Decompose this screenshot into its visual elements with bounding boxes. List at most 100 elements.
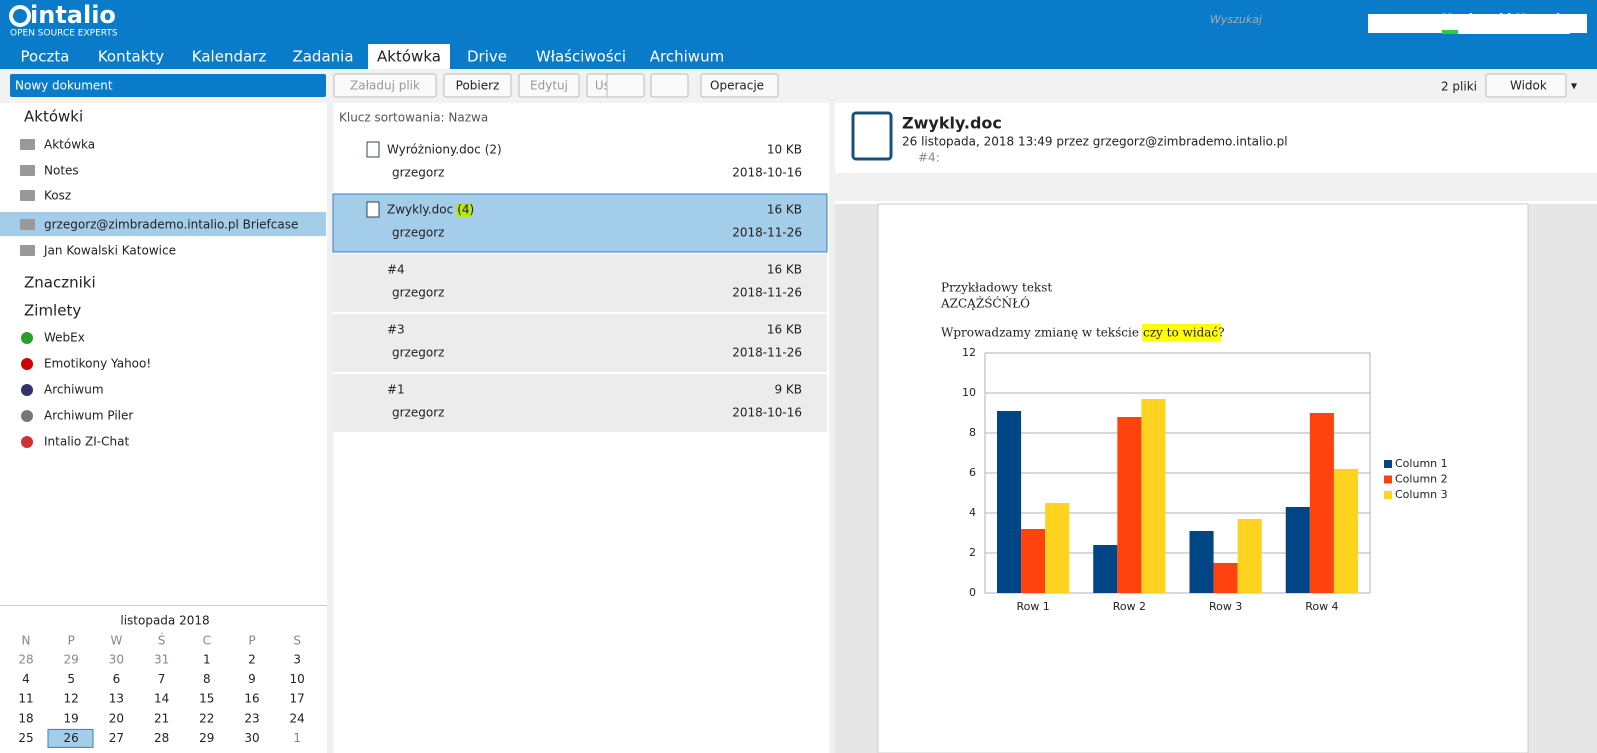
folder[interactable]: Kosz <box>44 189 71 203</box>
calendar-title: listopada 2018 <box>120 614 209 628</box>
file-name[interactable]: #1 <box>387 383 405 397</box>
new-document-label[interactable]: Nowy dokument <box>15 79 113 93</box>
toolbar-icon-button[interactable] <box>650 73 689 98</box>
nav-tab[interactable]: Drive <box>467 48 507 66</box>
calendar-day[interactable]: 30 <box>109 653 124 667</box>
calendar-day[interactable]: 27 <box>109 731 124 745</box>
toolbar-button-label[interactable]: Pobierz <box>456 79 500 93</box>
list-row[interactable] <box>333 314 827 372</box>
bar <box>1117 417 1142 593</box>
calendar-day[interactable]: 19 <box>64 711 79 725</box>
calendar-day[interactable]: 28 <box>154 731 169 745</box>
list-row[interactable] <box>333 374 827 432</box>
calendar-day[interactable]: 18 <box>18 711 33 725</box>
calendar-day[interactable]: 17 <box>290 692 305 706</box>
calendar-day[interactable]: 21 <box>154 711 169 725</box>
file-name[interactable]: Zwykly.doc <box>387 203 453 217</box>
version-count: (4) <box>457 203 474 217</box>
calendar-day[interactable]: 9 <box>248 672 256 686</box>
toolbar-button[interactable] <box>518 73 580 98</box>
folder[interactable]: grzegorz@zimbrademo.intalio.pl Briefcase <box>44 218 298 232</box>
calendar-day[interactable]: 10 <box>290 672 305 686</box>
nav-tab[interactable]: Kalendarz <box>192 48 267 66</box>
zimlet[interactable]: Intalio ZI-Chat <box>44 435 129 449</box>
calendar-day[interactable]: 7 <box>158 672 166 686</box>
nav-tab[interactable]: Zadania <box>292 48 353 66</box>
user-menu[interactable]: Heniowski Henryk <box>1442 12 1565 26</box>
zimlet[interactable]: Archiwum <box>44 383 104 397</box>
toolbar-button[interactable] <box>700 73 779 98</box>
file-name[interactable]: Wyróżniony.doc <box>387 143 481 157</box>
calendar-day[interactable]: 23 <box>244 711 259 725</box>
calendar-day[interactable]: 22 <box>199 711 214 725</box>
calendar-day[interactable]: 8 <box>203 672 211 686</box>
file-name[interactable]: #3 <box>387 323 405 337</box>
calendar-day[interactable]: 29 <box>64 653 79 667</box>
y-tick-label: 8 <box>969 426 976 439</box>
folder[interactable]: Aktówka <box>44 138 95 152</box>
nav-tab[interactable]: Poczta <box>21 48 70 66</box>
zimlet[interactable]: Emotikony Yahoo! <box>44 357 151 371</box>
toolbar-button[interactable] <box>443 73 512 98</box>
calendar-day[interactable]: 5 <box>67 672 75 686</box>
calendar-day[interactable]: 6 <box>113 672 121 686</box>
toolbar-button[interactable] <box>1485 73 1567 98</box>
calendar-day[interactable]: 24 <box>290 711 305 725</box>
version-link[interactable]: #4: <box>918 151 940 165</box>
list-row[interactable] <box>332 193 828 253</box>
calendar-day[interactable]: 12 <box>64 692 79 706</box>
list-row[interactable] <box>333 134 827 192</box>
nav-tab[interactable]: Archiwum <box>650 48 724 66</box>
calendar-day[interactable]: 1 <box>293 731 301 745</box>
calendar-day[interactable]: 29 <box>199 731 214 745</box>
calendar-day[interactable]: 30 <box>244 731 259 745</box>
splitter[interactable] <box>829 103 835 753</box>
bar <box>1021 529 1046 593</box>
bar <box>1093 545 1118 593</box>
file-name[interactable]: #4 <box>387 263 405 277</box>
calendar-day[interactable]: 25 <box>18 731 33 745</box>
search-input[interactable]: Wyszukaj <box>1210 13 1263 26</box>
section-title[interactable]: Znaczniki <box>24 274 96 292</box>
splitter[interactable] <box>327 103 333 753</box>
nav-tab[interactable]: Kontakty <box>98 48 164 66</box>
search-box[interactable] <box>1368 14 1587 33</box>
file-owner: grzegorz <box>392 286 444 300</box>
x-tick-label: Row 1 <box>1016 600 1049 613</box>
view-menu[interactable]: Widok <box>1510 79 1547 93</box>
list-row[interactable] <box>333 254 827 312</box>
calendar-day[interactable]: 16 <box>244 692 259 706</box>
new-document-button[interactable] <box>10 74 326 97</box>
calendar-day[interactable]: 4 <box>22 672 30 686</box>
nav-tab[interactable]: Właściwości <box>536 48 626 66</box>
nav-tab[interactable]: Aktówka <box>377 48 441 66</box>
zimlet-icon <box>21 410 33 422</box>
calendar-day[interactable]: 13 <box>109 692 124 706</box>
calendar-day[interactable]: 3 <box>293 653 301 667</box>
toolbar-button-label[interactable]: Edytuj <box>530 79 568 93</box>
toolbar-icon-button[interactable] <box>606 73 645 98</box>
toolbar-button[interactable] <box>333 73 437 98</box>
calendar-day[interactable]: 14 <box>154 692 169 706</box>
section-title[interactable]: Aktówki <box>24 108 83 126</box>
calendar-day[interactable]: 26 <box>64 731 79 745</box>
calendar-day[interactable]: 28 <box>18 653 33 667</box>
calendar-day[interactable]: 31 <box>154 653 169 667</box>
section-title[interactable]: Zimlety <box>24 302 81 320</box>
bar <box>1333 469 1358 593</box>
folder[interactable]: Jan Kowalski Katowice <box>43 244 176 258</box>
file-owner: grzegorz <box>392 166 444 180</box>
toolbar-button-label[interactable]: Załaduj plik <box>350 79 420 93</box>
sort-label[interactable]: Klucz sortowania: Nazwa <box>339 111 488 125</box>
calendar-day[interactable]: 11 <box>18 692 33 706</box>
zimlet[interactable]: Archiwum Piler <box>44 409 133 423</box>
calendar-day[interactable]: 20 <box>109 711 124 725</box>
zimlet[interactable]: WebEx <box>44 331 85 345</box>
calendar-day[interactable]: 2 <box>248 653 256 667</box>
calendar-day[interactable]: 1 <box>203 653 211 667</box>
weekday: P <box>248 634 255 648</box>
operations-menu[interactable]: Operacje <box>710 79 764 93</box>
calendar-day[interactable]: 15 <box>199 692 214 706</box>
folder[interactable]: Notes <box>44 164 79 178</box>
